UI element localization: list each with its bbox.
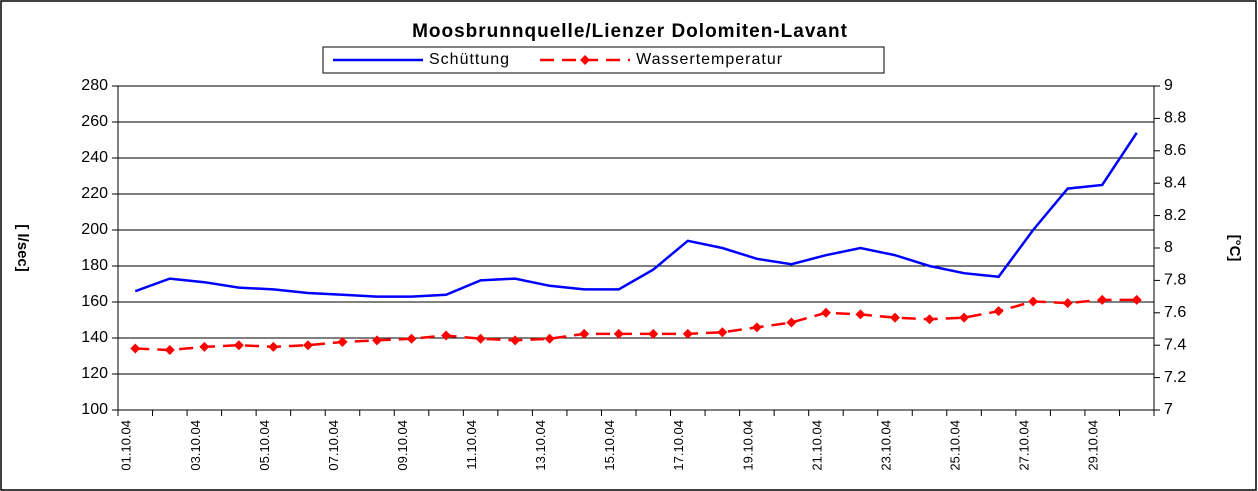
data-point — [1062, 298, 1073, 309]
data-point — [510, 335, 521, 346]
y2-tick-label: 8.4 — [1164, 174, 1186, 191]
x-tick-label: 19.10.04 — [740, 420, 755, 471]
x-tick-label: 15.10.04 — [602, 420, 617, 471]
y-tick-label: 280 — [81, 77, 108, 94]
data-point — [751, 322, 762, 333]
data-point — [993, 306, 1004, 317]
y2-tick-label: 7.4 — [1164, 336, 1186, 353]
x-tick-label: 03.10.04 — [188, 420, 203, 471]
y2-tick-label: 8.2 — [1164, 207, 1186, 224]
x-tick-label: 27.10.04 — [1017, 420, 1032, 471]
data-point — [164, 345, 175, 356]
data-point — [268, 341, 279, 352]
legend-label: Schüttung — [429, 51, 510, 68]
x-tick-label: 09.10.04 — [395, 420, 410, 471]
data-point — [130, 343, 141, 354]
series-line — [134, 132, 1138, 298]
y2-tick-label: 8.6 — [1164, 142, 1186, 159]
data-point — [1097, 294, 1108, 305]
x-tick-label: 29.10.04 — [1086, 420, 1101, 471]
data-point — [302, 340, 313, 351]
y-tick-label: 140 — [81, 329, 108, 346]
legend-label: Wassertemperatur — [636, 51, 783, 68]
y-tick-label: 260 — [81, 113, 108, 130]
data-point — [441, 330, 452, 341]
series-line — [135, 298, 1137, 352]
x-tick-label: 25.10.04 — [948, 420, 963, 471]
x-tick-label: 01.10.04 — [119, 420, 134, 471]
data-point — [682, 328, 693, 339]
data-point — [406, 333, 417, 344]
chart-title: Moosbrunnquelle/Lienzer Dolomiten-Lavant — [412, 21, 848, 42]
x-tick-label: 05.10.04 — [257, 420, 272, 471]
x-tick-label: 11.10.04 — [464, 420, 479, 470]
y2-tick-label: 7.8 — [1164, 272, 1186, 289]
data-point — [890, 312, 900, 323]
y2-axis-title: [°C] — [1226, 235, 1243, 262]
y2-tick-label: 8.8 — [1164, 110, 1186, 127]
data-point — [717, 327, 728, 338]
data-point — [233, 340, 244, 351]
data-point — [372, 335, 382, 346]
x-tick-label: 21.10.04 — [809, 420, 824, 471]
x-tick-label: 13.10.04 — [533, 420, 548, 471]
data-point — [1131, 294, 1142, 305]
y-tick-label: 220 — [81, 185, 108, 202]
y2-tick-label: 8 — [1164, 239, 1173, 256]
data-point — [544, 333, 555, 344]
x-tick-label: 07.10.04 — [326, 420, 341, 471]
data-point — [924, 314, 935, 325]
y2-tick-label: 9 — [1164, 77, 1173, 94]
legend-marker — [580, 55, 591, 65]
data-point — [820, 307, 831, 318]
x-tick-label: 23.10.04 — [878, 420, 893, 471]
data-point — [579, 328, 590, 339]
y2-tick-label: 7 — [1164, 401, 1173, 418]
y-tick-label: 100 — [81, 401, 108, 418]
data-point — [199, 341, 210, 352]
data-point — [337, 336, 348, 347]
y-tick-label: 240 — [81, 149, 108, 166]
y-axis-title: [ l/sec] — [14, 224, 31, 272]
data-point — [613, 328, 624, 339]
data-point — [475, 333, 486, 344]
data-point — [786, 317, 797, 328]
data-point — [855, 309, 866, 320]
data-point — [648, 328, 659, 339]
y-tick-label: 200 — [81, 221, 108, 238]
y-tick-label: 120 — [81, 365, 108, 382]
y-tick-label: 160 — [81, 293, 108, 310]
y2-tick-label: 7.2 — [1164, 369, 1186, 386]
x-tick-label: 17.10.04 — [671, 420, 686, 471]
y-tick-label: 180 — [81, 257, 108, 274]
data-point — [1028, 296, 1039, 307]
data-point — [959, 312, 970, 323]
y2-tick-label: 7.6 — [1164, 304, 1186, 321]
